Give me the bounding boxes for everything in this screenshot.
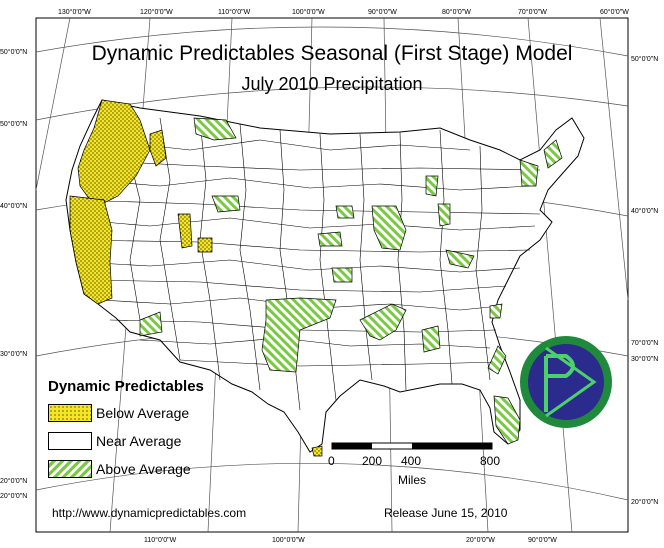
bottom-label-3: 20°0'0"W (466, 537, 495, 544)
top-label-8: 60°0'0"W (600, 9, 629, 16)
left-label-6: 20°0'0"N (0, 493, 28, 500)
scale-bar (331, 442, 493, 450)
top-label-7: 70°0'0"W (518, 9, 547, 16)
above-average-regions (139, 117, 563, 445)
left-label-2: 50°0'0"N (0, 121, 28, 128)
legend-label-below: Below Average (96, 405, 190, 421)
legend-title: Dynamic Predictables (48, 378, 204, 395)
left-label-4: 30°0'0"N (0, 351, 28, 358)
top-label-1: 130°0'0"W (58, 9, 91, 16)
map-title: Dynamic Predictables Seasonal (First Sta… (91, 42, 573, 65)
legend-swatch-above (48, 460, 92, 478)
map-subtitle: July 2010 Precipitation (241, 74, 423, 94)
scale-tick-0: 0 (328, 454, 335, 468)
legend-swatch-near (48, 432, 92, 450)
bottom-label-2: 100°0'0"W (272, 537, 305, 544)
right-label-3: 70°0'0"N (631, 340, 659, 347)
top-label-4: 100°0'0"W (292, 9, 325, 16)
legend-swatch-below (48, 404, 92, 422)
dynamic-predictables-logo (520, 336, 612, 428)
right-label-2: 40°0'0"N (631, 208, 659, 215)
right-label-5: 20°0'0"N (631, 499, 659, 506)
bottom-label-1: 110°0'0"W (144, 537, 177, 544)
us-land (65, 99, 585, 453)
below-average-regions (69, 99, 323, 457)
left-label-1: 50°0'0"N (0, 49, 28, 56)
legend-label-above: Above Average (96, 461, 191, 477)
scale-tick-200: 200 (362, 454, 383, 468)
top-label-5: 90°0'0"W (368, 9, 397, 16)
left-label-5: 20°0'0"N (0, 478, 28, 485)
legend-label-near: Near Average (96, 433, 182, 449)
scale-tick-400: 400 (401, 454, 422, 468)
right-label-4: 30°0'0"N (631, 356, 659, 363)
scale-unit: Miles (398, 473, 427, 487)
left-label-3: 40°0'0"N (0, 203, 28, 210)
right-label-1: 50°0'0"N (631, 56, 659, 63)
region-boundaries (71, 117, 541, 411)
top-label-3: 110°0'0"W (218, 9, 251, 16)
scale-tick-800: 800 (480, 454, 501, 468)
top-label-6: 80°0'0"W (442, 9, 471, 16)
top-label-2: 120°0'0"W (140, 9, 173, 16)
bottom-label-4: 90°0'0"W (528, 537, 557, 544)
footer-url: http://www.dynamicpredictables.com (52, 506, 247, 520)
footer-release: Release June 15, 2010 (384, 506, 508, 520)
